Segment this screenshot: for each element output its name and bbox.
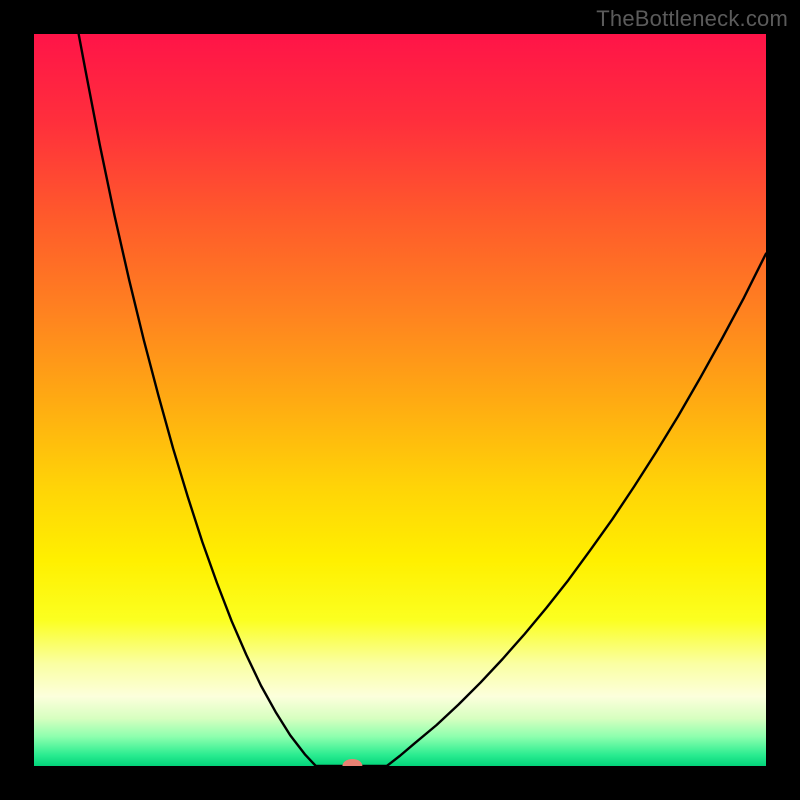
bottleneck-curve-chart — [0, 0, 800, 800]
watermark-text: TheBottleneck.com — [596, 6, 788, 32]
